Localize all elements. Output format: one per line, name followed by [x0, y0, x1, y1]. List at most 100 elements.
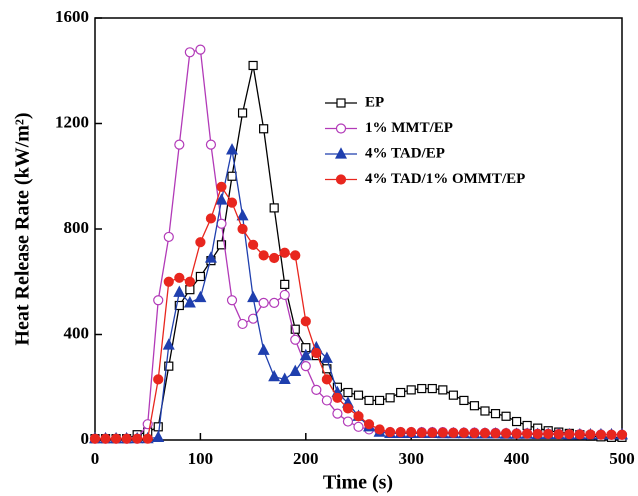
data-point: [257, 343, 270, 355]
data-point: [184, 47, 195, 58]
data-point: [374, 395, 385, 406]
x-tick-label: 100: [188, 449, 214, 468]
data-point: [395, 426, 406, 438]
data-point: [490, 409, 501, 419]
data-point: [290, 250, 301, 261]
data-point: [438, 385, 448, 395]
data-point: [469, 428, 480, 439]
data-point: [174, 139, 185, 150]
data-point: [353, 411, 364, 422]
data-point: [406, 426, 417, 438]
legend-label: EP: [365, 94, 384, 110]
legend-marker: [335, 174, 347, 185]
data-point: [164, 361, 174, 371]
data-point: [195, 44, 206, 55]
data-point: [226, 197, 238, 208]
data-point: [278, 372, 291, 384]
data-point: [448, 427, 459, 438]
legend-marker: [335, 123, 347, 134]
data-point: [216, 240, 227, 250]
data-point: [173, 285, 186, 297]
data-point: [237, 108, 248, 118]
data-point: [132, 433, 143, 444]
data-point: [311, 347, 322, 359]
data-point: [269, 203, 279, 213]
data-point: [321, 395, 332, 406]
data-point: [185, 285, 195, 295]
data-point: [616, 429, 628, 440]
data-point: [511, 416, 522, 427]
data-point: [564, 429, 575, 440]
data-point: [290, 324, 300, 334]
data-point: [259, 124, 269, 134]
data-point: [448, 390, 458, 400]
data-point: [332, 392, 343, 403]
data-point: [427, 427, 438, 438]
data-point: [574, 429, 585, 440]
data-point: [342, 403, 354, 414]
data-point: [311, 384, 322, 395]
data-point: [237, 223, 248, 235]
data-point: [532, 428, 543, 440]
legend-label: 4% TAD/EP: [365, 145, 445, 161]
y-axis-label: Heat Release Rate (kW/m²): [12, 112, 34, 345]
data-point: [458, 427, 469, 438]
data-point: [216, 181, 227, 192]
x-tick-label: 500: [609, 449, 635, 468]
data-point: [248, 239, 259, 250]
data-point: [300, 316, 311, 327]
data-point: [226, 295, 238, 306]
data-point: [153, 295, 164, 306]
data-point: [321, 374, 332, 385]
data-point: [427, 383, 437, 394]
plot-frame: [94, 17, 623, 441]
data-point: [279, 247, 290, 258]
y-tick-label: 1200: [55, 112, 89, 131]
data-point: [205, 139, 217, 150]
data-point: [343, 387, 353, 398]
data-point: [236, 209, 249, 221]
data-point: [258, 250, 269, 261]
data-point: [269, 297, 280, 308]
y-tick-label: 400: [64, 323, 90, 342]
legend-label: 4% TAD/1% OMMT/EP: [365, 171, 525, 187]
data-point: [205, 213, 217, 224]
data-point: [237, 318, 248, 330]
data-point: [162, 338, 175, 350]
data-point: [479, 428, 491, 439]
data-point: [595, 429, 607, 440]
data-point: [374, 424, 385, 435]
data-point: [480, 406, 490, 416]
data-point: [385, 426, 396, 438]
data-point: [142, 433, 153, 444]
data-point: [543, 428, 554, 440]
data-point: [174, 272, 185, 283]
data-point: [417, 383, 427, 394]
data-point: [89, 433, 101, 444]
x-tick-label: 200: [293, 449, 319, 468]
y-tick-label: 1600: [55, 7, 89, 26]
data-point: [437, 427, 448, 438]
data-point: [553, 429, 564, 440]
series-line: [95, 185, 622, 440]
legend-marker: [335, 147, 347, 159]
data-point: [163, 231, 174, 243]
data-point: [174, 300, 184, 311]
data-point: [500, 428, 512, 439]
data-point: [385, 393, 395, 403]
data-point: [183, 296, 196, 308]
data-point: [153, 422, 163, 432]
data-point: [195, 237, 206, 248]
data-point: [184, 276, 195, 287]
data-point: [195, 271, 205, 282]
data-point: [299, 348, 312, 361]
data-point: [363, 419, 375, 430]
data-point: [406, 385, 416, 395]
data-point: [226, 143, 239, 155]
data-point: [585, 429, 596, 440]
data-point: [268, 369, 281, 382]
legend-label: 1% MMT/EP: [365, 120, 453, 136]
x-tick-label: 300: [398, 449, 424, 468]
x-tick-label: 0: [91, 449, 100, 468]
